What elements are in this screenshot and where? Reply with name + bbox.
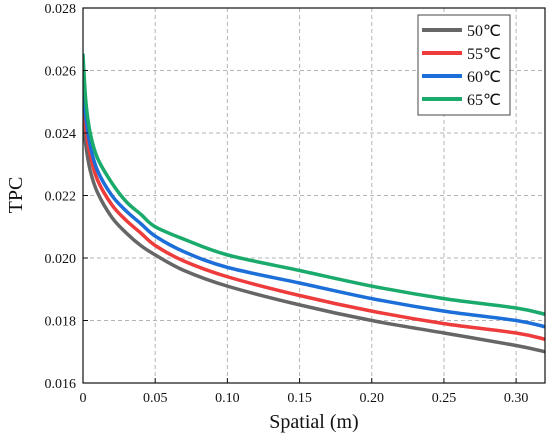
- y-tick-label: 0.028: [45, 2, 77, 17]
- legend-entry: 55℃: [422, 46, 501, 63]
- legend-entry: 65℃: [422, 92, 501, 109]
- axis-ticks: 0 0.05 0.10 0.15 0.20 0.25 0.30 0.016 0.018 0.020…: [45, 2, 529, 406]
- legend: 50℃ 55℃ 60℃ 65℃: [417, 14, 511, 116]
- legend-label: 55℃: [467, 46, 501, 63]
- legend-label: 65℃: [467, 92, 501, 109]
- legend-label: 50℃: [467, 23, 501, 40]
- legend-label: 60℃: [467, 69, 501, 86]
- series-line: [83, 100, 545, 341]
- y-tick-label: 0.024: [45, 127, 77, 142]
- x-tick-label: 0: [80, 391, 87, 406]
- legend-entry: 50℃: [422, 23, 501, 40]
- series-line: [83, 115, 545, 354]
- series-group: [83, 53, 545, 354]
- y-tick-label: 0.026: [45, 65, 77, 80]
- y-tick-label: 0.020: [45, 252, 77, 267]
- series-line: [83, 81, 545, 329]
- x-tick-label: 0.15: [287, 391, 312, 406]
- y-axis-label: TPC: [5, 177, 27, 214]
- x-axis-label: Spatial (m): [269, 411, 358, 433]
- series-line: [83, 53, 545, 316]
- y-tick-label: 0.018: [45, 315, 77, 330]
- x-tick-label: 0.05: [143, 391, 168, 406]
- x-tick-label: 0.30: [504, 391, 529, 406]
- legend-entry: 60℃: [422, 69, 501, 86]
- y-tick-label: 0.022: [45, 190, 77, 205]
- x-tick-label: 0.20: [360, 391, 385, 406]
- x-tick-label: 0.25: [432, 391, 457, 406]
- y-tick-label: 0.016: [45, 377, 77, 392]
- x-tick-label: 0.10: [215, 391, 240, 406]
